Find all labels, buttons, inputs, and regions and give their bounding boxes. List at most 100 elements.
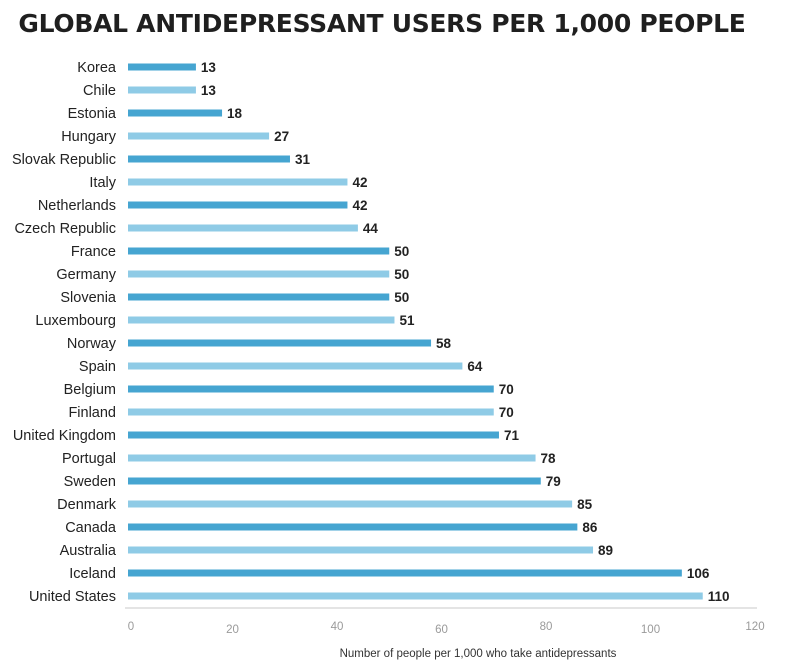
value-label: 44 (363, 221, 379, 236)
bar-row: Czech Republic 44 (14, 221, 378, 237)
bar-row: Slovak Republic 31 (12, 152, 310, 168)
bar (128, 293, 390, 301)
bar-row: United Kingdom 71 (13, 428, 520, 444)
value-label: 86 (582, 520, 598, 535)
value-label: 18 (227, 106, 243, 121)
x-tick-label: 20 (226, 624, 239, 636)
bar (128, 109, 223, 117)
bar (128, 546, 594, 554)
bar (128, 155, 290, 163)
value-label: 64 (467, 359, 483, 374)
category-label: Estonia (68, 106, 117, 122)
category-label: Slovak Republic (12, 152, 116, 168)
value-label: 106 (687, 566, 710, 581)
bar-row: Estonia 18 (68, 106, 243, 122)
value-label: 31 (295, 152, 311, 167)
chart-title: GLOBAL ANTIDEPRESSANT USERS PER 1,000 PE… (18, 9, 745, 38)
bar (128, 523, 578, 531)
x-tick-label: 100 (641, 624, 660, 636)
category-label: Australia (60, 543, 117, 559)
bar-row: United States 110 (29, 589, 730, 605)
bar (128, 454, 536, 462)
bar-row: Iceland 106 (69, 566, 710, 582)
x-tick-label: 80 (540, 621, 553, 633)
bar (128, 339, 432, 347)
bar (128, 592, 703, 600)
category-label: Netherlands (38, 198, 116, 214)
category-label: Germany (56, 267, 116, 283)
category-label: Slovenia (60, 290, 117, 306)
bar-row: Denmark 85 (57, 497, 592, 513)
bar (128, 86, 196, 94)
category-label: Finland (68, 405, 116, 421)
category-label: Canada (65, 520, 117, 536)
value-label: 51 (399, 313, 415, 328)
bar-row: Hungary 27 (61, 129, 289, 145)
value-label: 42 (352, 198, 367, 213)
category-label: Belgium (64, 382, 116, 398)
bar-row: Italy 42 (89, 175, 367, 191)
bar (128, 178, 348, 186)
bar-row: Slovenia 50 (60, 290, 409, 306)
bar-row: Germany 50 (56, 267, 409, 283)
category-label: Korea (77, 60, 117, 76)
category-label: Spain (79, 359, 116, 375)
category-label: Chile (83, 83, 116, 99)
bar (128, 385, 494, 393)
bars-layer: Korea 13 Chile 13 Estonia 18 Hungary 27 Slovak R… (12, 60, 730, 605)
bar (128, 316, 395, 324)
bar-row: Norway 58 (67, 336, 452, 352)
category-label: Czech Republic (14, 221, 116, 237)
category-label: Iceland (69, 566, 116, 582)
bar (128, 224, 358, 232)
bar (128, 408, 494, 416)
category-label: United Kingdom (13, 428, 116, 444)
category-label: United States (29, 589, 116, 605)
bar-row: Canada 86 (65, 520, 598, 536)
value-label: 27 (274, 129, 289, 144)
bar (128, 477, 541, 485)
bar (128, 63, 196, 71)
bar (128, 201, 348, 209)
bar-row: Spain 64 (79, 359, 483, 375)
bar (128, 270, 390, 278)
value-label: 70 (499, 405, 514, 420)
bar (128, 362, 463, 370)
category-label: Hungary (61, 129, 117, 145)
x-axis-title: Number of people per 1,000 who take anti… (340, 648, 617, 660)
value-label: 79 (546, 474, 561, 489)
category-label: Sweden (64, 474, 116, 490)
value-label: 78 (541, 451, 557, 466)
bar-row: Netherlands 42 (38, 198, 368, 214)
x-tick-label: 0 (128, 621, 134, 633)
value-label: 42 (352, 175, 367, 190)
bar-row: Korea 13 (77, 60, 216, 76)
x-tick-label: 40 (331, 621, 344, 633)
category-label: Luxembourg (35, 313, 116, 329)
bar-row: Australia 89 (60, 543, 613, 559)
value-label: 58 (436, 336, 452, 351)
bar-row: France 50 (71, 244, 409, 260)
value-label: 13 (201, 60, 217, 75)
bar-row: Luxembourg 51 (35, 313, 415, 329)
category-label: Italy (89, 175, 116, 191)
bar-row: Sweden 79 (64, 474, 561, 490)
category-label: Portugal (62, 451, 116, 467)
value-label: 70 (499, 382, 514, 397)
bar (128, 500, 573, 508)
value-label: 50 (394, 290, 409, 305)
category-label: France (71, 244, 116, 260)
bar (128, 431, 499, 439)
bar (128, 247, 390, 255)
x-ticks: 0 20 40 60 80 100 120 (128, 621, 765, 636)
bar (128, 569, 682, 577)
value-label: 71 (504, 428, 520, 443)
bar-row: Belgium 70 (64, 382, 514, 398)
bar-row: Finland 70 (68, 405, 513, 421)
category-label: Denmark (57, 497, 117, 513)
value-label: 110 (708, 589, 730, 604)
bar (128, 132, 270, 140)
value-label: 89 (598, 543, 613, 558)
value-label: 50 (394, 244, 409, 259)
bar-row: Portugal 78 (62, 451, 556, 467)
